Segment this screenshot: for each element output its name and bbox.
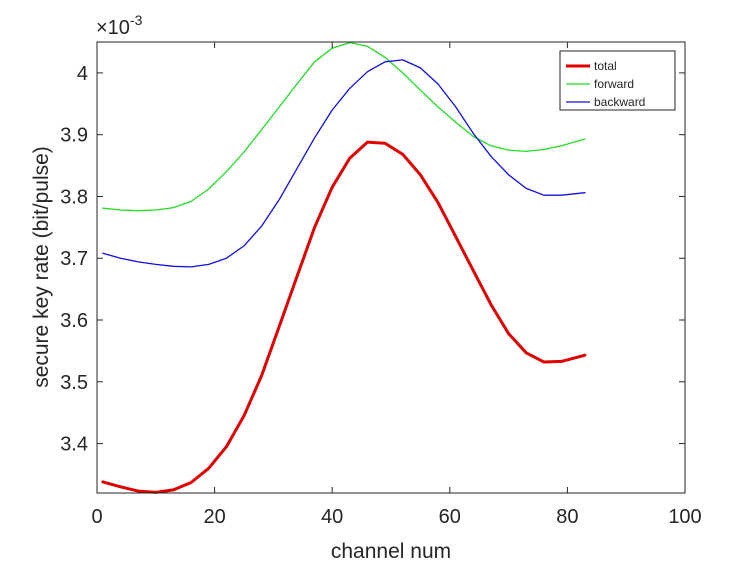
x-axis: 0 20 40 60 80 100 [91, 42, 702, 528]
exponent-power: -3 [130, 12, 143, 28]
x-tick-label: 20 [203, 506, 225, 528]
y-tick-label: 3.6 [60, 310, 88, 332]
series-layer [101, 41, 587, 494]
plot-frame [96, 41, 686, 494]
x-axis-label: channel num [331, 540, 451, 563]
legend-label-total: total [594, 59, 617, 73]
plot-area [97, 42, 685, 493]
y-tick-label: 3.8 [60, 186, 88, 208]
x-tick-label: 40 [321, 506, 343, 528]
y-tick-label: 3.7 [60, 248, 88, 270]
y-tick-label: 3.9 [60, 125, 88, 147]
x-tick-label: 0 [91, 506, 102, 528]
legend-items: total forward backward [566, 59, 645, 109]
series-line-backward [102, 59, 586, 268]
exponent-label: ×10-3 [96, 12, 143, 39]
y-axis-label: secure key rate (bit/pulse) [30, 146, 53, 388]
series-line-total [101, 140, 587, 494]
y-tick-label: 4 [77, 63, 88, 85]
y-axis: 3.4 3.5 3.6 3.7 3.8 3.9 4 [60, 63, 685, 456]
legend-label-forward: forward [594, 77, 634, 91]
x-tick-label: 100 [668, 506, 701, 528]
x-tick-label: 80 [556, 506, 578, 528]
series-line-forward [102, 41, 586, 212]
legend: total forward backward [559, 50, 676, 111]
x-tick-label: 60 [439, 506, 461, 528]
legend-label-backward: backward [594, 95, 645, 109]
legend-box [559, 50, 676, 111]
y-tick-label: 3.4 [60, 434, 88, 456]
y-tick-label: 3.5 [60, 372, 88, 394]
